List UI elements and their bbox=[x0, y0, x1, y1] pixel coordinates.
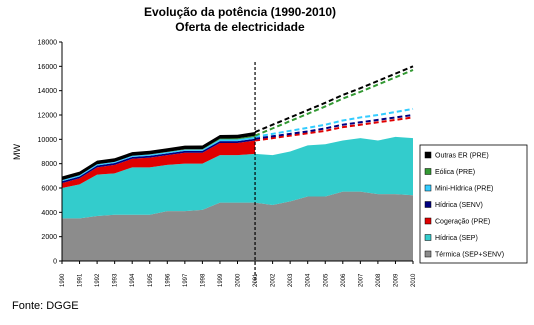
source-note: Fonte: DGGE bbox=[12, 300, 79, 312]
x-tick-label: 1998 bbox=[200, 273, 206, 287]
area bbox=[62, 140, 256, 188]
x-tick-label: 1993 bbox=[113, 273, 119, 287]
projection-line bbox=[254, 69, 414, 137]
area bbox=[62, 135, 256, 181]
x-tick-label: 2002 bbox=[271, 273, 277, 287]
legend-label: Térmica (SEP+SENV) bbox=[435, 252, 504, 259]
legend-label: Cogeração (PRE) bbox=[435, 219, 490, 226]
projection-line bbox=[254, 116, 414, 142]
x-tick-label: 2003 bbox=[288, 273, 294, 287]
x-tick-label: 2007 bbox=[358, 273, 364, 287]
legend-swatch bbox=[424, 217, 432, 225]
legend-label: Eólica (PRE) bbox=[435, 169, 475, 176]
y-tick-label: 14000 bbox=[38, 88, 58, 95]
area bbox=[62, 136, 256, 182]
x-tick-label: 1990 bbox=[60, 273, 66, 287]
projection-line bbox=[254, 107, 414, 138]
y-axis-label: MW bbox=[12, 144, 22, 160]
x-tick-label: 2004 bbox=[306, 273, 312, 287]
y-tick-label: 18000 bbox=[38, 40, 58, 47]
x-tick-label: 1992 bbox=[95, 273, 101, 287]
projection-line bbox=[254, 114, 414, 140]
x-tick-label: 2001 bbox=[253, 273, 259, 287]
legend-swatch bbox=[424, 151, 432, 159]
legend-swatch bbox=[424, 184, 432, 192]
y-tick-label: 12000 bbox=[38, 113, 58, 120]
y-tick-label: 16000 bbox=[38, 64, 58, 71]
chart-subtitle: Oferta de electricidade bbox=[175, 20, 305, 34]
projection-line bbox=[254, 65, 414, 133]
x-tick-label: 2000 bbox=[236, 273, 242, 287]
area bbox=[62, 136, 413, 219]
x-tick-label: 1996 bbox=[165, 273, 171, 287]
legend-swatch bbox=[424, 250, 432, 258]
x-tick-label: 1999 bbox=[218, 273, 224, 287]
legend-label: Hídrica (SEP) bbox=[435, 235, 478, 242]
legend-swatch bbox=[424, 234, 432, 241]
x-tick-label: 2010 bbox=[411, 273, 417, 287]
legend-label: Outras ER (PRE) bbox=[435, 153, 489, 160]
legend-swatch bbox=[424, 201, 432, 208]
x-tick-label: 1991 bbox=[78, 273, 84, 287]
x-tick-label: 1997 bbox=[183, 273, 189, 287]
legend-swatch bbox=[424, 168, 432, 175]
y-tick-label: 0 bbox=[53, 259, 57, 266]
x-tick-label: 1995 bbox=[148, 273, 154, 287]
legend-label: Mini-Hídrica (PRE) bbox=[435, 186, 493, 193]
x-tick-label: 1994 bbox=[130, 273, 136, 287]
area bbox=[62, 191, 413, 261]
x-tick-label: 2005 bbox=[323, 273, 329, 287]
legend-box bbox=[419, 144, 528, 264]
area bbox=[62, 138, 256, 184]
y-tick-label: 8000 bbox=[41, 161, 57, 168]
legend-label: Hídrica (SENV) bbox=[435, 202, 483, 209]
y-tick-label: 4000 bbox=[41, 210, 57, 217]
area bbox=[62, 132, 256, 181]
y-tick-label: 2000 bbox=[41, 234, 57, 241]
y-tick-label: 10000 bbox=[38, 137, 58, 144]
x-tick-label: 2008 bbox=[376, 273, 382, 287]
x-tick-label: 2006 bbox=[341, 273, 347, 287]
y-tick-label: 6000 bbox=[41, 186, 57, 193]
chart-title: Evolução da potência (1990-2010) bbox=[144, 5, 336, 19]
x-tick-label: 2009 bbox=[393, 273, 399, 287]
